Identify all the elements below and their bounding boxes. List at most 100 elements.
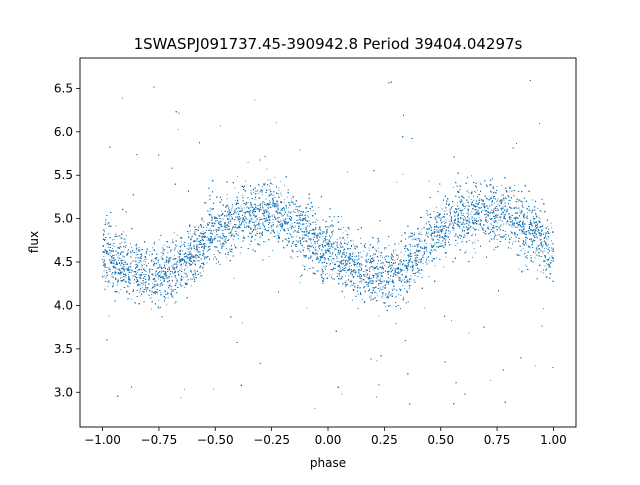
data-point	[262, 204, 263, 206]
data-point	[209, 207, 211, 209]
data-point	[352, 254, 354, 256]
data-point	[548, 244, 549, 246]
data-point	[275, 235, 277, 237]
data-point	[306, 225, 308, 227]
data-point	[262, 224, 264, 226]
data-point	[508, 200, 510, 202]
data-point	[189, 230, 191, 232]
data-point	[182, 244, 184, 245]
data-point	[489, 379, 491, 381]
data-point	[457, 202, 458, 204]
data-point	[372, 255, 374, 256]
data-point	[360, 237, 362, 239]
data-point	[502, 199, 504, 201]
data-point	[154, 279, 156, 281]
data-point	[194, 239, 195, 241]
data-point	[418, 251, 419, 253]
data-point	[232, 225, 234, 227]
data-point	[318, 228, 320, 230]
data-point	[277, 193, 279, 195]
data-point	[394, 259, 396, 261]
data-point	[544, 255, 546, 257]
data-point	[345, 267, 347, 269]
data-point	[218, 223, 220, 225]
data-point	[547, 239, 549, 241]
data-point	[258, 210, 260, 211]
data-point	[345, 253, 347, 254]
data-point	[127, 250, 129, 252]
data-point	[489, 218, 491, 219]
data-point	[270, 227, 272, 229]
data-point	[240, 205, 242, 207]
data-point	[466, 205, 468, 207]
data-point	[409, 253, 411, 255]
data-point	[160, 256, 162, 258]
data-point	[377, 263, 378, 265]
data-point	[196, 244, 198, 246]
data-point	[306, 231, 308, 233]
data-point	[406, 280, 408, 281]
data-point	[315, 254, 317, 256]
data-point	[542, 225, 544, 226]
data-point	[451, 219, 453, 221]
data-point	[144, 288, 146, 290]
data-point	[478, 224, 480, 225]
data-point	[459, 208, 461, 210]
data-point	[551, 255, 553, 257]
data-point	[169, 283, 171, 285]
data-point	[250, 206, 252, 208]
data-point	[473, 199, 475, 201]
data-point	[263, 204, 265, 206]
data-point	[318, 246, 320, 248]
data-point	[220, 125, 221, 127]
data-point	[286, 196, 288, 198]
data-point	[160, 274, 162, 276]
data-point	[257, 190, 258, 192]
data-point	[145, 261, 147, 263]
data-point	[502, 206, 504, 208]
data-point	[254, 198, 256, 200]
data-point	[160, 279, 161, 281]
data-point	[322, 247, 324, 249]
data-point	[241, 208, 243, 210]
data-point	[476, 189, 478, 191]
data-point	[444, 225, 446, 227]
data-point	[179, 249, 181, 251]
data-point	[382, 288, 384, 290]
data-point	[271, 183, 273, 185]
data-point	[244, 180, 246, 182]
data-point	[487, 198, 489, 200]
data-point	[536, 246, 538, 248]
data-point	[480, 211, 482, 212]
data-point	[539, 234, 541, 236]
data-point	[175, 278, 177, 280]
data-point	[222, 245, 224, 247]
data-point	[256, 231, 258, 233]
data-point	[257, 208, 259, 210]
data-point	[516, 216, 518, 218]
data-point	[176, 246, 178, 248]
data-point	[256, 228, 258, 230]
data-point	[262, 189, 264, 191]
data-point	[272, 201, 274, 203]
data-point	[325, 233, 327, 235]
data-point	[396, 181, 398, 183]
data-point	[340, 268, 341, 270]
data-point	[332, 233, 333, 234]
data-point	[223, 243, 225, 245]
data-point	[139, 291, 141, 293]
data-point	[289, 213, 291, 214]
data-point	[369, 274, 371, 276]
data-point	[339, 261, 341, 263]
data-point	[291, 200, 292, 202]
data-point	[521, 225, 523, 227]
data-point	[277, 238, 279, 240]
data-point	[418, 250, 420, 252]
data-point	[545, 234, 547, 235]
data-point	[516, 199, 518, 200]
data-point	[126, 267, 128, 269]
data-point	[231, 230, 233, 232]
data-point	[368, 250, 370, 251]
data-point	[293, 231, 294, 233]
